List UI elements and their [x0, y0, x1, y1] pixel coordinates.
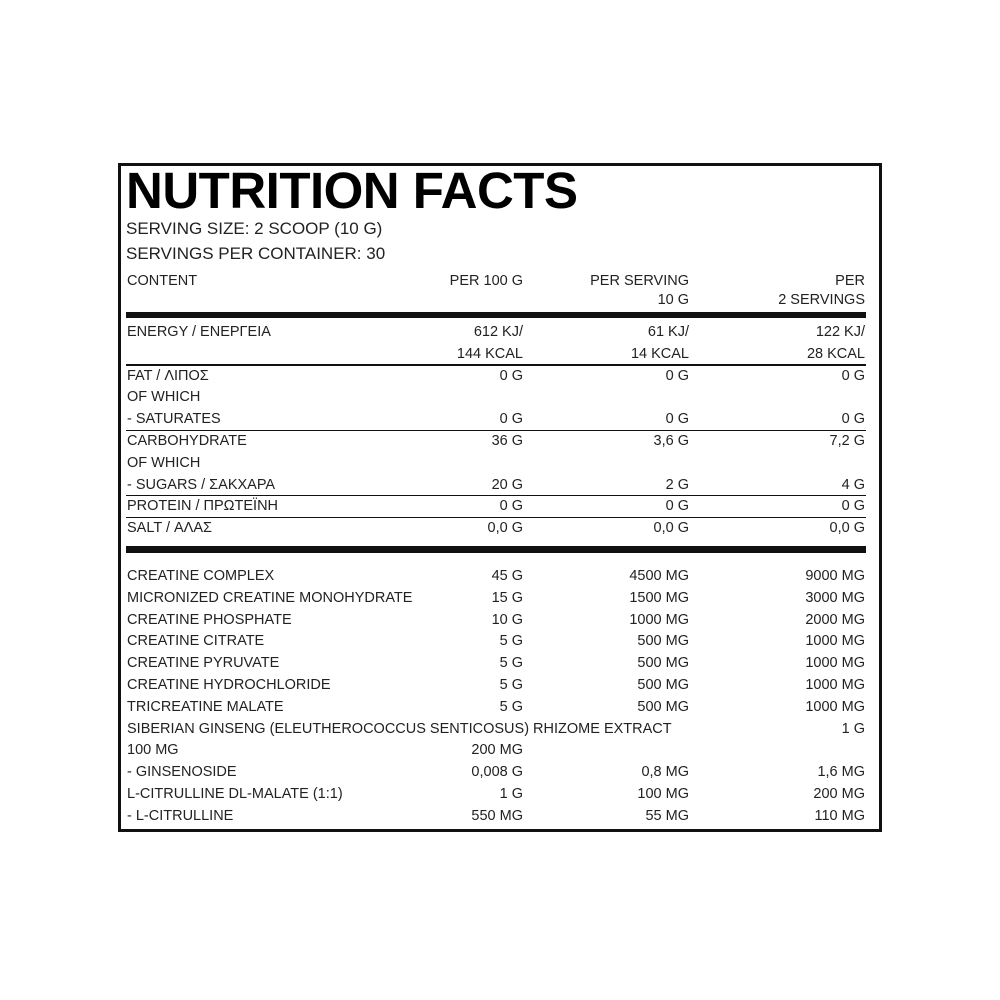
cell-value: 5 G [499, 633, 523, 650]
cell-value: 1 G [841, 720, 865, 737]
cell-value: 1000 MG [805, 633, 865, 650]
cell-value: PER 100 G [449, 273, 523, 289]
rule [126, 546, 866, 553]
cell-value: 122 KJ/ [815, 324, 865, 340]
cell-value: 2000 MG [805, 611, 865, 628]
cell-value: 0 G [665, 411, 689, 428]
cell-value: 15 G [491, 589, 523, 606]
cell-value: 0 G [841, 367, 865, 384]
row-label: - SATURATES [127, 411, 221, 428]
row-label: CARBOHYDRATE [127, 433, 247, 449]
cell-value: 0,0 G [829, 520, 865, 537]
cell-value: 10 G [491, 611, 523, 628]
rule [126, 364, 866, 366]
row-label: OF WHICH [127, 454, 201, 471]
row-label: CREATINE PHOSPHATE [127, 611, 292, 628]
cell-value: 0 G [499, 411, 523, 428]
row-label: PROTEIN / ΠΡΩΤΕΪΝΗ [127, 498, 279, 515]
row-label: L-CITRULLINE DL-MALATE (1:1) [127, 786, 343, 802]
cell-value: 500 MG [637, 633, 689, 650]
cell-value: 14 KCAL [630, 345, 689, 362]
cell-value: 3000 MG [805, 589, 865, 606]
cell-value: 61 KJ/ [647, 324, 689, 340]
cell-value: 200 MG [471, 742, 523, 759]
cell-value: 10 G [657, 292, 689, 308]
cell-value: 0 G [841, 411, 865, 428]
cell-value: 3,6 G [653, 433, 689, 449]
cell-value: 1000 MG [805, 677, 865, 693]
row-label: SALT / ΑΛΑΣ [127, 520, 213, 537]
rule [126, 494, 866, 497]
rule [126, 312, 866, 318]
cell-value: 45 G [491, 568, 523, 584]
cell-value: 2 G [665, 476, 689, 493]
cell-value: 144 KCAL [456, 345, 523, 362]
cell-value: 1500 MG [629, 589, 689, 606]
cell-value: 0,008 G [471, 764, 523, 781]
label-border [118, 163, 882, 832]
row-label: TRICREATINE MALATE [127, 698, 284, 715]
cell-value: 0 G [499, 367, 523, 384]
cell-value: PER [835, 273, 865, 289]
cell-value: 0 G [499, 498, 523, 515]
rule [126, 429, 866, 431]
cell-value: 2 SERVINGS [778, 292, 865, 308]
cell-value: 1000 MG [805, 698, 865, 715]
cell-value: 4500 MG [629, 568, 689, 584]
cell-value: 1000 MG [805, 655, 865, 672]
cell-value: 0,8 MG [641, 764, 689, 781]
cell-value: 500 MG [637, 677, 689, 693]
cell-value: 5 G [499, 677, 523, 693]
cell-value: 55 MG [645, 807, 689, 824]
row-label: CONTENT [127, 273, 198, 289]
row-label: CREATINE CITRATE [127, 633, 265, 650]
serving-size: SERVING SIZE: 2 SCOOP (10 G) [126, 219, 383, 238]
cell-value: 5 G [499, 655, 523, 672]
cell-value: 0,0 G [653, 520, 689, 537]
cell-value: 1000 MG [629, 611, 689, 628]
row-label: - GINSENOSIDE [127, 764, 237, 781]
cell-value: 550 MG [471, 807, 523, 824]
cell-value: 110 MG [814, 807, 865, 824]
title: NUTRITION FACTS [126, 162, 578, 219]
cell-value: 0 G [665, 367, 689, 384]
cell-value: 200 MG [813, 786, 865, 802]
cell-value: 1,6 MG [817, 764, 865, 781]
row-label: SIBERIAN GINSENG (ELEUTHEROCOCCUS SENTIC… [127, 720, 672, 737]
cell-value: 0,0 G [487, 520, 523, 537]
cell-value: 36 G [491, 433, 523, 449]
row-label: CREATINE COMPLEX [127, 568, 275, 584]
cell-value: 7,2 G [829, 433, 865, 449]
row-label: CREATINE HYDROCHLORIDE [127, 677, 331, 693]
cell-value: 612 KJ/ [473, 324, 523, 340]
cell-value: 0 G [665, 498, 689, 515]
cell-value: 4 G [841, 476, 865, 493]
row-label: - L-CITRULLINE [127, 807, 234, 824]
row-label: FAT / ΛΙΠΟΣ [127, 367, 209, 384]
cell-value: PER SERVING [590, 273, 689, 289]
row-label: 100 MG [127, 742, 179, 759]
cell-value: 0 G [841, 498, 865, 515]
row-label: ENERGY / ΕΝΕΡΓΕΙΑ [127, 324, 271, 340]
row-label: - SUGARS / ΣΑΚΧΑΡΑ [127, 476, 276, 493]
cell-value: 5 G [499, 698, 523, 715]
cell-value: 500 MG [637, 698, 689, 715]
row-label: OF WHICH [127, 389, 201, 406]
servings-per-container: SERVINGS PER CONTAINER: 30 [126, 244, 386, 263]
cell-value: 1 G [499, 786, 523, 802]
row-label: CREATINE PYRUVATE [127, 655, 280, 672]
rule [126, 516, 866, 519]
cell-value: 28 KCAL [806, 345, 865, 362]
cell-value: 500 MG [637, 655, 689, 672]
cell-value: 20 G [491, 476, 523, 493]
row-label: MICRONIZED CREATINE MONOHYDRATE [127, 589, 413, 606]
cell-value: 9000 MG [805, 568, 865, 584]
cell-value: 100 MG [637, 786, 689, 802]
